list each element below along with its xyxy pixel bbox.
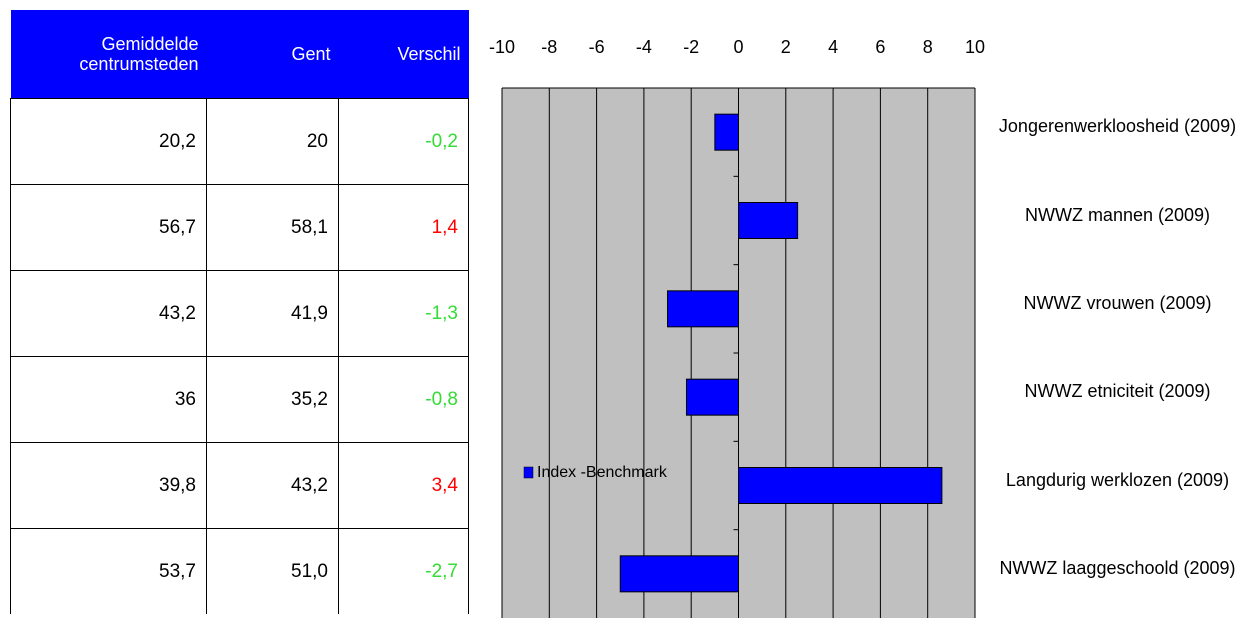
bar: [667, 290, 739, 328]
header-cell: Gent: [206, 10, 339, 99]
bar: [714, 113, 739, 151]
x-tick-label: -6: [589, 37, 605, 57]
category-label: NWWZ mannen (2009): [1024, 204, 1211, 225]
table-cell: 51,0: [206, 528, 339, 614]
table-cell: 36: [10, 356, 207, 443]
x-tick-label: -2: [683, 37, 699, 57]
x-tick-label: 2: [781, 37, 791, 57]
legend-swatch: [523, 466, 534, 479]
x-tick-label: 0: [733, 37, 743, 57]
table-cell: 43,2: [206, 442, 339, 529]
table-row: 20,2 20 -0,2: [10, 98, 469, 185]
header-cell: Verschil: [338, 10, 469, 99]
table-cell: 1,4: [338, 184, 469, 271]
table-cell: -1,3: [338, 270, 469, 357]
category-label: NWWZ vrouwen (2009): [1023, 292, 1212, 313]
x-tick-label: 6: [875, 37, 885, 57]
table-cell: 20: [206, 98, 339, 185]
table-cell: -0,8: [338, 356, 469, 443]
table-row: 56,7 58,1 1,4: [10, 184, 469, 271]
data-table: Gemiddelde centrumsteden Gent Verschil 2…: [10, 10, 469, 614]
bar: [685, 378, 739, 416]
table-row: 36 35,2 -0,8: [10, 356, 469, 443]
header-row: Gemiddelde centrumsteden Gent Verschil: [10, 10, 469, 99]
table-cell: 43,2: [10, 270, 207, 357]
table-cell: 58,1: [206, 184, 339, 271]
table-cell: 3,4: [338, 442, 469, 529]
category-label: NWWZ etniciteit (2009): [1024, 381, 1211, 402]
table-row: 43,2 41,9 -1,3: [10, 270, 469, 357]
table-cell: 39,8: [10, 442, 207, 529]
category-label: NWWZ laaggeschoold (2009): [999, 557, 1236, 578]
table-cell: 56,7: [10, 184, 207, 271]
x-tick-label: 8: [923, 37, 933, 57]
table-row: 53,7 51,0 -2,7: [10, 528, 469, 614]
table-cell: -0,2: [338, 98, 469, 185]
bar: [619, 555, 739, 593]
table-row: 39,8 43,2 3,4: [10, 442, 469, 529]
x-tick-label: -10: [489, 37, 515, 57]
table-cell: 41,9: [206, 270, 339, 357]
table-cell: 35,2: [206, 356, 339, 443]
bar: [738, 467, 943, 504]
table-cell: 53,7: [10, 528, 207, 614]
x-tick-label: -4: [636, 37, 652, 57]
category-label: Langdurig werklozen (2009): [1005, 469, 1230, 490]
x-tick-label: 10: [965, 37, 985, 57]
bar: [738, 202, 799, 239]
x-tick-label: -8: [541, 37, 557, 57]
legend-label: Index -Benchmark: [537, 464, 668, 481]
header-cell: Gemiddelde centrumsteden: [10, 10, 207, 99]
x-tick-label: 4: [828, 37, 838, 57]
category-label: Jongerenwerkloosheid (2009): [998, 116, 1237, 137]
table-cell: -2,7: [338, 528, 469, 614]
